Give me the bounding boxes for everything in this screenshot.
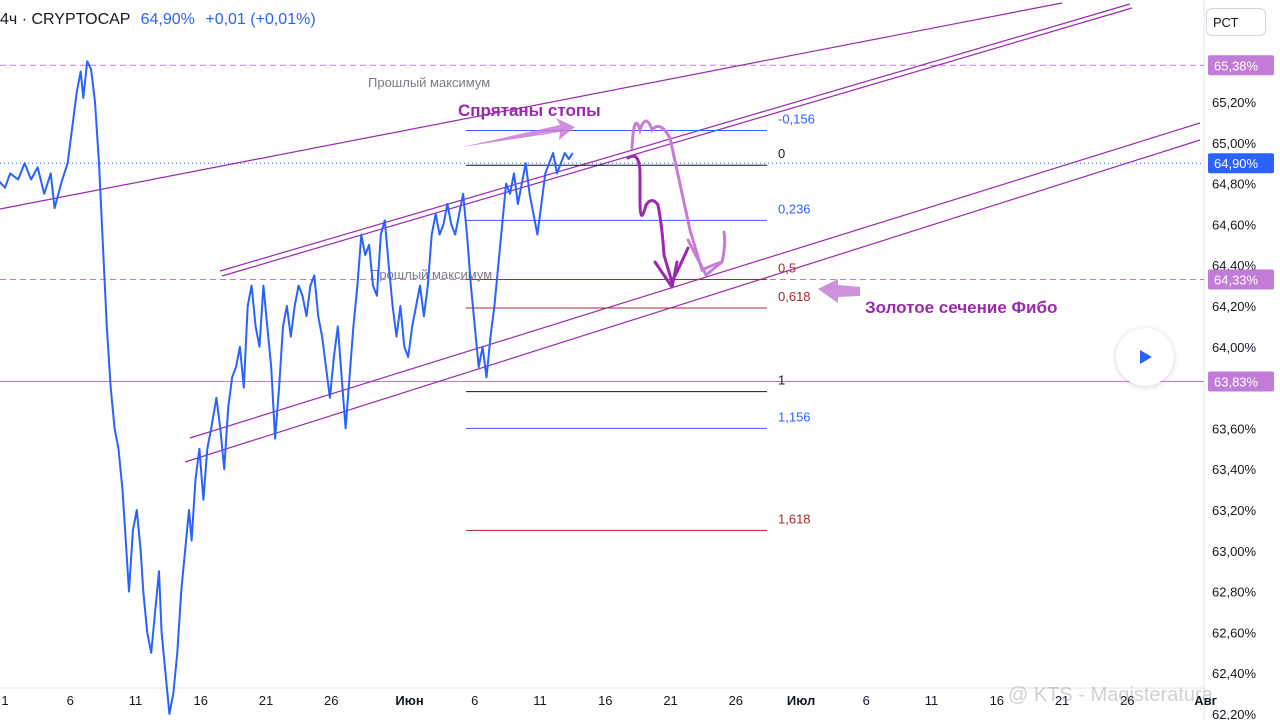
forecast-arrowhead-light [686,238,724,277]
fib-level-label: 0 [778,146,785,161]
fib-level-label: 1,618 [778,511,811,526]
percent-scale-button[interactable]: РСТ [1206,8,1266,36]
y-tick-label: 63,60% [1212,421,1257,436]
forecast-arrow-light [630,119,727,273]
fib-level-label: 0,618 [778,289,811,304]
fib-level-label: 0,5 [778,260,796,275]
change-value: +0,01 (+0,01%) [205,11,316,28]
channel-line [184,139,1201,463]
y-tick-label: 65,00% [1212,136,1257,151]
price-badge-label: 64,33% [1214,272,1259,287]
price-badge [1208,269,1274,290]
watermark: @ KTS - Magisteratura [1008,684,1213,706]
y-tick-label: 63,20% [1212,503,1257,518]
fib-level-label: 1 [778,373,785,388]
x-tick-label: 6 [471,693,478,708]
price-badge [1208,371,1274,392]
y-tick-label: 62,80% [1212,585,1257,600]
last-value: 64,90% [140,11,195,28]
x-tick-label: Июл [787,693,815,708]
annotation-arrow-fibo [818,279,860,303]
channel-line [219,3,1131,272]
interval-label[interactable]: 4ч [0,11,18,28]
price-badge-label: 64,90% [1214,156,1259,171]
y-tick-label: 63,00% [1212,544,1257,559]
x-tick-label: 21 [1055,693,1069,708]
play-icon [1140,350,1152,364]
annotation-stops: Спрятаны стопы [458,101,601,120]
y-tick-label: 62,20% [1212,707,1257,720]
y-tick-label: 65,20% [1212,95,1257,110]
price-badge-label: 63,83% [1214,374,1259,389]
x-tick-label: 16 [598,693,612,708]
y-tick-label: 64,20% [1212,299,1257,314]
channel-line [221,7,1133,277]
x-tick-label: 16 [990,693,1004,708]
x-tick-label: 26 [729,693,743,708]
x-tick-label: 11 [533,693,547,708]
x-tick-label: 11 [129,693,143,708]
channel-line [189,122,1201,439]
forecast-arrowhead-dark [653,260,679,289]
y-tick-label: 62,60% [1212,625,1257,640]
x-tick-label: 1 [1,693,8,708]
x-tick-label: 6 [67,693,74,708]
x-tick-label: 11 [925,693,939,708]
x-tick-label: 26 [1120,693,1134,708]
y-tick-label: 64,40% [1212,258,1257,273]
annotation-arrow-stops [462,118,575,147]
x-tick-label: 16 [194,693,208,708]
symbol-label[interactable]: CRYPTOCAP [31,11,131,28]
price-badge [1208,153,1274,174]
fib-level-label: -0,156 [778,112,815,127]
y-tick-label: 64,00% [1212,340,1257,355]
annotation-fibo: Золотое сечение Фибо [865,298,1057,317]
price-badge-label: 65,38% [1214,58,1259,73]
x-tick-label: Июн [395,693,423,708]
y-tick-label: 63,40% [1212,462,1257,477]
y-tick-label: 62,40% [1212,666,1257,681]
price-series-line[interactable] [0,60,574,715]
fib-level-label: 1,156 [778,409,811,424]
prev-high-label: Прошлый максимум [368,75,490,90]
x-tick-label: 6 [863,693,870,708]
price-badge [1208,55,1274,76]
y-tick-label: 64,60% [1212,217,1257,232]
chart-header: 4ч · CRYPTOCAP 64,90% +0,01 (+0,01%) [0,11,316,29]
x-tick-label: Авг [1194,693,1217,708]
channel-line [0,2,1063,210]
x-tick-label: 21 [663,693,677,708]
prev-high-label: Прошлый максимум [370,267,492,282]
y-tick-label: 64,80% [1212,177,1257,192]
x-tick-label: 26 [324,693,338,708]
header-separator: · [21,11,28,28]
replay-play-button[interactable] [1116,328,1174,386]
x-tick-label: 21 [259,693,273,708]
fib-level-label: 0,236 [778,201,811,216]
